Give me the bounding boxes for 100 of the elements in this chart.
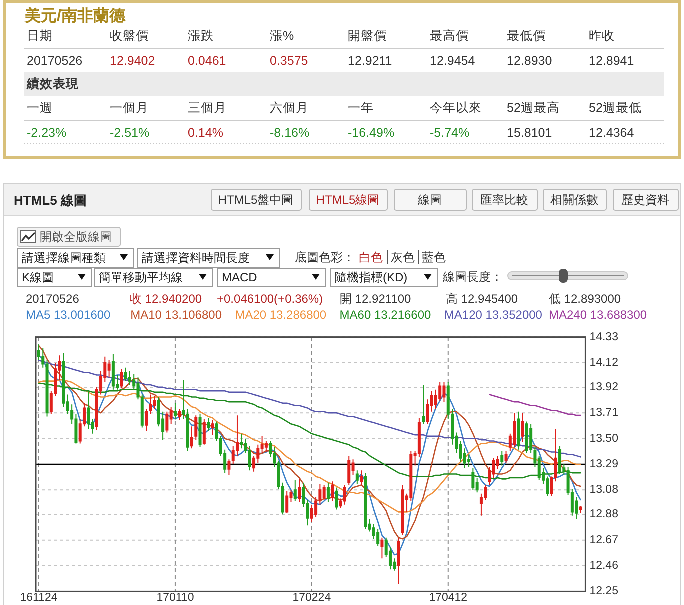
text: 12.8941	[589, 54, 634, 68]
text: 白色	[359, 250, 383, 264]
candlestick	[207, 418, 210, 432]
text: -2.51%	[110, 126, 150, 140]
text: MA10 13.106800	[130, 308, 222, 322]
text: 昨收	[589, 29, 615, 43]
text: 一週	[27, 101, 53, 115]
candlestick	[198, 414, 202, 448]
text: MA240 13.688300	[549, 308, 648, 322]
text: MA5 13.001600	[26, 308, 112, 322]
text: -16.49%	[348, 126, 395, 140]
candlestick	[264, 440, 268, 453]
text: 20170526	[27, 54, 83, 68]
line-series	[38, 379, 582, 513]
candlestick	[513, 412, 516, 448]
x-tick-label: 170412	[429, 592, 468, 604]
text: 0.14%	[188, 126, 224, 140]
line-series	[489, 394, 582, 416]
text: 線圖長度：	[442, 270, 503, 284]
candlestick	[326, 482, 330, 503]
text: 最高價	[430, 28, 469, 43]
text: 12.9402	[110, 54, 156, 68]
text: 六個月	[270, 101, 309, 115]
text: 藍色	[422, 250, 446, 264]
chart-title: HTML5 線圖	[14, 192, 87, 208]
candlestick	[298, 478, 302, 503]
text: 簡單移動平均線	[99, 270, 183, 284]
candlestick	[525, 421, 528, 454]
candlestick	[190, 426, 194, 450]
text: 12.4364	[589, 126, 634, 140]
text: 相關係數	[550, 193, 598, 207]
candlestick	[149, 394, 152, 415]
candlestick	[294, 480, 297, 502]
text: 一年	[348, 101, 374, 115]
candlestick	[112, 354, 115, 390]
candlestick	[318, 484, 322, 506]
candlestick	[314, 497, 318, 518]
text: 績效表現	[26, 77, 80, 91]
candlestick	[120, 368, 124, 390]
candlestick	[500, 450, 504, 466]
text: MA120 13.352000	[444, 308, 543, 322]
candlestick	[228, 459, 231, 476]
candlestick	[344, 484, 346, 506]
candlestick	[331, 481, 334, 502]
y-tick-label: 12.88	[590, 508, 618, 521]
candlestick	[521, 412, 524, 443]
text: 日期	[27, 29, 53, 43]
candlestick	[202, 418, 206, 446]
text: 歷史資料	[622, 193, 670, 207]
candlestick	[397, 537, 400, 585]
candlestick	[517, 411, 520, 450]
text: 一個月	[110, 101, 149, 115]
candlestick	[166, 411, 169, 434]
text: MA60 13.216600	[340, 308, 432, 322]
candlestick	[178, 408, 182, 421]
text: -2.23%	[27, 126, 67, 140]
text: HTML5盤中圖	[218, 193, 294, 207]
text: 低 12.893000	[549, 292, 622, 306]
candlestick	[124, 367, 128, 382]
candlestick	[360, 470, 364, 486]
text: 請選擇線圖種類	[22, 251, 106, 265]
candlestick	[442, 382, 446, 403]
text: 匯率比較	[480, 193, 528, 207]
candlestick	[364, 472, 368, 530]
x-tick-label: 161124	[20, 592, 58, 604]
candlestick	[356, 470, 359, 485]
text: 開啟全版線圖	[40, 230, 112, 244]
candlestick	[87, 390, 90, 430]
candlestick	[380, 537, 384, 560]
text: 高 12.945400	[446, 292, 518, 306]
candlestick	[211, 420, 214, 436]
candlestick	[558, 446, 562, 475]
x-tick-label: 170224	[292, 592, 332, 604]
candlestick	[530, 424, 533, 454]
text: 收盤價	[110, 29, 149, 43]
x-tick-label: 170110	[156, 592, 194, 604]
candlestick	[376, 528, 380, 547]
y-tick-label: 13.92	[590, 381, 618, 394]
text: 20170526	[26, 292, 80, 306]
candlestick	[174, 402, 177, 420]
y-tick-label: 13.29	[590, 458, 618, 470]
candlestick	[286, 490, 289, 514]
text: 開 12.921100	[340, 292, 412, 306]
candlestick	[422, 384, 426, 425]
candlestick	[108, 360, 111, 378]
y-tick-label: 13.71	[590, 407, 618, 420]
text: 灰色	[391, 250, 415, 264]
text: 開盤價	[348, 29, 387, 43]
text: 0.0461	[188, 54, 226, 68]
text: MA20 13.286800	[235, 308, 327, 322]
candlestick	[145, 408, 148, 432]
text: -5.74%	[430, 126, 470, 140]
line-series	[38, 360, 582, 458]
y-tick-label: 13.50	[590, 432, 618, 445]
candlestick	[348, 455, 351, 486]
text: 底圖色彩：	[295, 250, 355, 264]
text: 12.8930	[507, 54, 552, 68]
y-tick-label: 13.08	[590, 484, 618, 496]
text: 15.8101	[507, 126, 552, 140]
text: HTML5線圖	[316, 193, 380, 207]
